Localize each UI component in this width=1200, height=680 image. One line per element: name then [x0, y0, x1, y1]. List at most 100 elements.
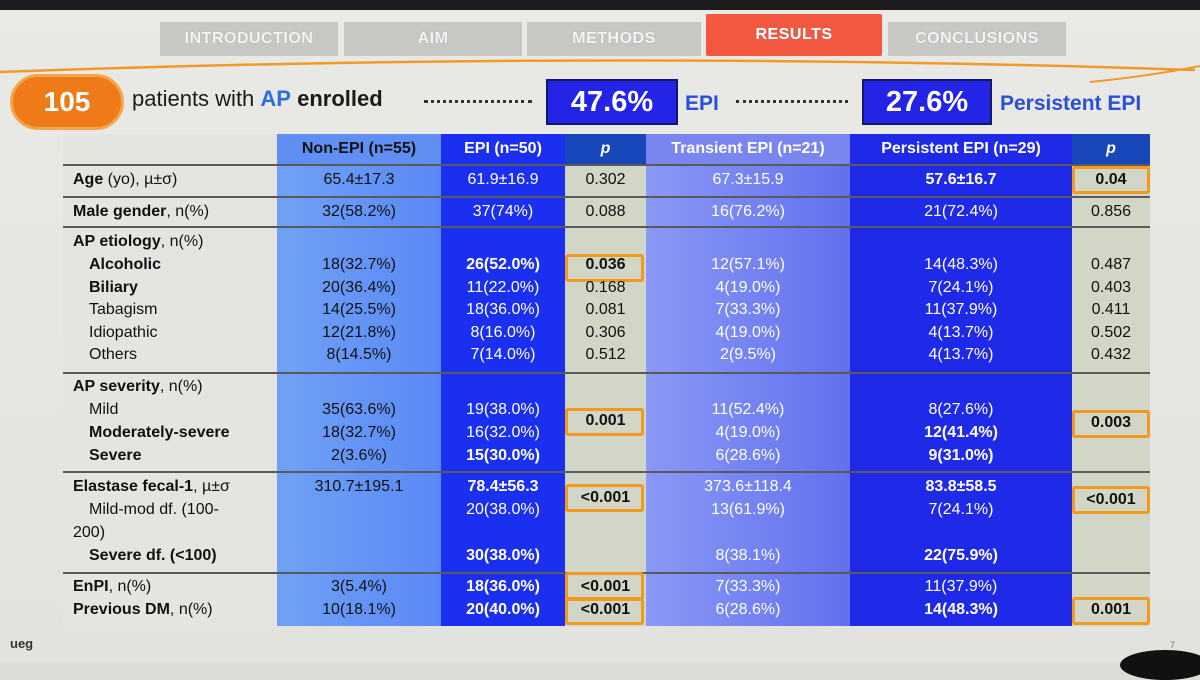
table-cell: 67.3±15.9: [712, 171, 784, 188]
header-non-epi: Non-EPI (n=55): [277, 134, 441, 164]
headline-text: patients with AP enrolled: [132, 86, 383, 112]
row-label: Age (yo), µ±σ): [73, 169, 177, 191]
table-cell: 19(38.0%): [466, 401, 540, 418]
tab-aim[interactable]: AIM: [344, 22, 522, 56]
section-nav: INTRODUCTION AIM METHODS RESULTS CONCLUS…: [0, 14, 1200, 58]
p-column-2: [1072, 134, 1150, 626]
header-persistent-epi: Persistent EPI (n=29): [850, 134, 1072, 164]
table-cell: 14(48.3%): [924, 601, 998, 618]
row-label-unit: , µ±σ: [193, 478, 230, 495]
headline: 105 patients with AP enrolled 47.6% EPI …: [0, 70, 1200, 136]
highlight-box: [1072, 597, 1150, 625]
row-label: EnPI, n(%): [73, 576, 151, 598]
table-cell: 0.302: [585, 171, 626, 188]
results-table: Non-EPI (n=55) EPI (n=50) p Transient EP…: [63, 134, 1150, 626]
table-cell: 0.168: [585, 279, 626, 296]
table-cell: 22(75.9%): [924, 547, 998, 564]
row-label-unit: , n(%): [166, 203, 210, 220]
table-cell: 4(13.7%): [928, 324, 994, 341]
table-cell: 6(28.6%): [715, 447, 781, 464]
row-separator: [63, 471, 1150, 473]
row-label: Idiopathic: [89, 322, 158, 344]
table-cell: 0.081: [585, 301, 626, 318]
table-cell: 21(72.4%): [924, 203, 998, 220]
table-cell: 18(32.7%): [322, 256, 396, 273]
headline-ap: AP: [260, 86, 291, 111]
table-cell: 11(37.9%): [924, 578, 998, 595]
row-label: Others: [89, 344, 137, 366]
row-label-unit: , n(%): [108, 578, 152, 595]
headline-text-before: patients with: [132, 86, 255, 111]
table-cell: 11(22.0%): [466, 279, 540, 296]
row-label-main: Biliary: [89, 279, 138, 296]
table-cell: 0.001: [585, 412, 626, 429]
dotted-leader: [424, 100, 532, 103]
persistent-epi-label: Persistent EPI: [1000, 92, 1142, 115]
tab-conclusions[interactable]: CONCLUSIONS: [888, 22, 1066, 56]
table-cell: 20(36.4%): [322, 279, 396, 296]
row-label-main: Idiopathic: [89, 324, 158, 341]
transient-epi-column: [646, 134, 850, 626]
row-label: Mild-mod df. (100-: [89, 499, 219, 521]
table-cell: 310.7±195.1: [314, 478, 404, 495]
table-cell: 0.036: [585, 256, 626, 273]
table-cell: 10(18.1%): [322, 601, 396, 618]
row-label-main: Alcoholic: [89, 256, 162, 273]
table-cell: 30(38.0%): [466, 547, 540, 564]
table-cell: 373.6±118.4: [704, 478, 792, 495]
table-cell: 4(19.0%): [715, 279, 781, 296]
row-separator: [63, 226, 1150, 228]
epi-column: [441, 134, 565, 626]
epi-label: EPI: [685, 92, 719, 115]
row-label-main: Others: [89, 346, 138, 363]
tab-methods[interactable]: METHODS: [527, 22, 701, 56]
table-cell: 8(38.1%): [715, 547, 781, 564]
table-cell: 3(5.4%): [330, 578, 388, 595]
table-cell: 32(58.2%): [322, 203, 396, 220]
p-column-1: [565, 134, 646, 626]
table-cell: 0.512: [585, 346, 626, 363]
row-label-main: Elastase fecal-1: [73, 478, 194, 495]
tab-introduction[interactable]: INTRODUCTION: [160, 22, 338, 56]
table-cell: 0.403: [1090, 279, 1132, 296]
row-label-main: Previous DM: [73, 601, 170, 618]
table-cell: 8(16.0%): [470, 324, 536, 341]
table-cell: 0.306: [585, 324, 626, 341]
row-separator: [63, 164, 1150, 166]
table-cell: 2(3.6%): [330, 447, 388, 464]
row-label-main: Severe df. (<100): [89, 547, 217, 564]
row-label-main: Tabagism: [89, 301, 158, 318]
persistent-epi-column: [850, 134, 1072, 626]
table-cell: 14(48.3%): [924, 256, 998, 273]
table-cell: 11(52.4%): [711, 401, 785, 418]
table-cell: 14(25.5%): [322, 301, 396, 318]
table-cell: 65.4±17.3: [323, 171, 395, 188]
highlight-box: [1072, 410, 1150, 438]
table-cell: 16(76.2%): [711, 203, 785, 220]
table-cell: 83.8±58.5: [925, 478, 997, 495]
table-cell: 7(24.1%): [928, 279, 994, 296]
row-label: AP etiology, n(%): [73, 231, 203, 253]
table-cell: 4(13.7%): [928, 346, 994, 363]
patient-count-badge: 105: [10, 74, 124, 130]
table-cell: 8(27.6%): [928, 401, 994, 418]
table-cell: 2(9.5%): [719, 346, 777, 363]
row-label: Alcoholic: [89, 254, 161, 276]
table-cell: 0.856: [1090, 203, 1132, 220]
table-cell: 78.4±56.3: [467, 478, 539, 495]
row-label-unit: (yo), µ±σ): [103, 171, 178, 188]
tab-results[interactable]: RESULTS: [706, 14, 882, 56]
header-p-1: p: [565, 134, 646, 164]
table-cell: 0.487: [1090, 256, 1132, 273]
highlight-box: [1072, 166, 1150, 194]
row-separator: [63, 372, 1150, 374]
table-cell: 0.04: [1095, 171, 1127, 188]
row-label: Elastase fecal-1, µ±σ: [73, 476, 230, 498]
row-label-unit: , n(%): [159, 378, 203, 395]
highlight-box: [565, 598, 644, 625]
row-label: Severe: [89, 445, 142, 467]
table-cell: <0.001: [580, 601, 631, 618]
row-label: 200): [73, 522, 105, 544]
table-cell: 0.411: [1091, 301, 1131, 318]
table-cell: 9(31.0%): [928, 447, 994, 464]
